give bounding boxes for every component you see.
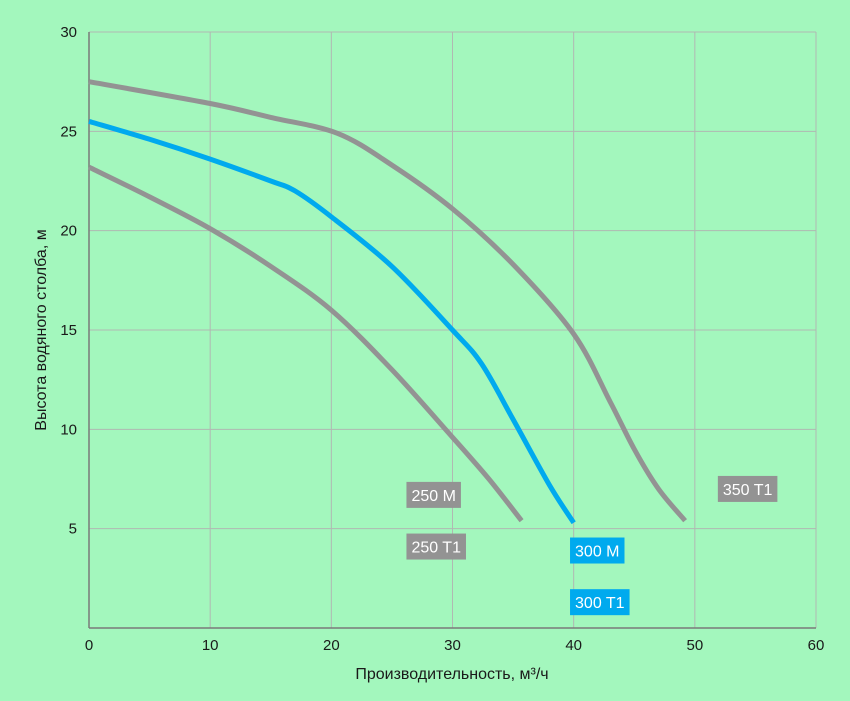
y-tick-label: 20	[60, 223, 77, 240]
y-axis-title: Высота водяного столба, м	[33, 229, 50, 430]
model-label-background	[717, 475, 778, 502]
model-label-tag: 300 M	[570, 537, 625, 564]
x-tick-label: 0	[85, 637, 93, 654]
model-label-text: 300 M	[575, 544, 619, 561]
model-labels: 250 M 250 T1 300 M 300 T1 350 T1	[406, 475, 778, 616]
series-line-3	[88, 79, 688, 523]
model-label-background	[406, 533, 466, 560]
model-label-tag: 350 T1	[717, 475, 778, 502]
x-tick-label: 50	[686, 637, 703, 654]
x-axis-title: Производительность, м³/ч	[355, 666, 548, 683]
model-label-text: 300 T1	[575, 595, 625, 612]
model-label-background	[570, 537, 625, 564]
model-label-background	[570, 589, 630, 616]
y-tick-label: 25	[60, 123, 77, 140]
axes	[88, 32, 816, 629]
x-tick-label: 60	[808, 637, 825, 654]
series-lines	[87, 79, 688, 525]
x-tick-label: 20	[323, 637, 340, 654]
model-label-background	[406, 481, 461, 508]
model-label-text: 350 T1	[723, 482, 773, 499]
x-tick-label: 40	[565, 637, 582, 654]
y-tick-label: 30	[60, 24, 77, 41]
series-line-2	[88, 119, 576, 525]
y-tick-label: 15	[60, 322, 77, 339]
x-tick-label: 10	[202, 637, 219, 654]
model-label-tag: 300 T1	[570, 589, 630, 616]
tick-labels: 0 10 20 30 40 50 60 5 10 15 20 25 30	[60, 24, 824, 654]
series-line-1	[87, 164, 524, 523]
y-tick-label: 5	[69, 521, 77, 538]
model-label-tag: 250 T1	[406, 533, 466, 560]
model-label-text: 250 M	[411, 488, 455, 505]
model-label-text: 250 T1	[411, 540, 461, 557]
y-tick-label: 10	[60, 421, 77, 438]
x-tick-label: 30	[444, 637, 461, 654]
model-label-tag: 250 M	[406, 481, 461, 508]
